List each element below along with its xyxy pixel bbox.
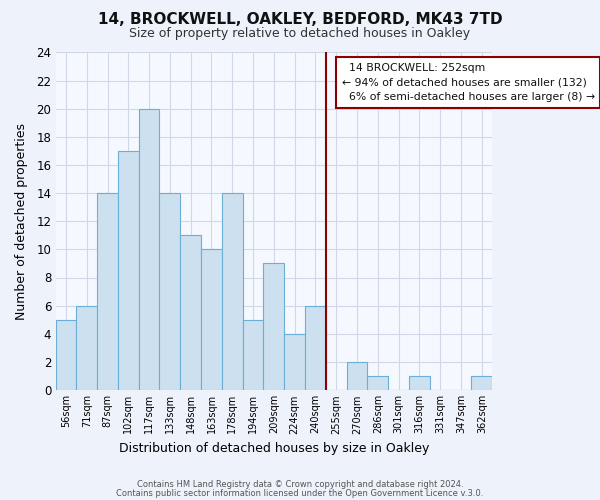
Bar	[76, 306, 97, 390]
X-axis label: Distribution of detached houses by size in Oakley: Distribution of detached houses by size …	[119, 442, 429, 455]
Text: 14, BROCKWELL, OAKLEY, BEDFORD, MK43 7TD: 14, BROCKWELL, OAKLEY, BEDFORD, MK43 7TD	[98, 12, 502, 28]
Bar	[242, 320, 263, 390]
Bar	[367, 376, 388, 390]
Bar	[56, 320, 76, 390]
Bar	[409, 376, 430, 390]
Bar	[305, 306, 326, 390]
Text: Size of property relative to detached houses in Oakley: Size of property relative to detached ho…	[130, 28, 470, 40]
Text: Contains public sector information licensed under the Open Government Licence v.: Contains public sector information licen…	[116, 488, 484, 498]
Bar	[284, 334, 305, 390]
Bar	[201, 250, 222, 390]
Bar	[160, 193, 180, 390]
Text: 14 BROCKWELL: 252sqm
← 94% of detached houses are smaller (132)
  6% of semi-det: 14 BROCKWELL: 252sqm ← 94% of detached h…	[341, 62, 595, 102]
Bar	[180, 236, 201, 390]
Bar	[472, 376, 492, 390]
Bar	[97, 193, 118, 390]
Bar	[222, 193, 242, 390]
Bar	[263, 264, 284, 390]
Text: Contains HM Land Registry data © Crown copyright and database right 2024.: Contains HM Land Registry data © Crown c…	[137, 480, 463, 489]
Bar	[118, 151, 139, 390]
Bar	[347, 362, 367, 390]
Y-axis label: Number of detached properties: Number of detached properties	[15, 122, 28, 320]
Bar	[139, 108, 160, 390]
